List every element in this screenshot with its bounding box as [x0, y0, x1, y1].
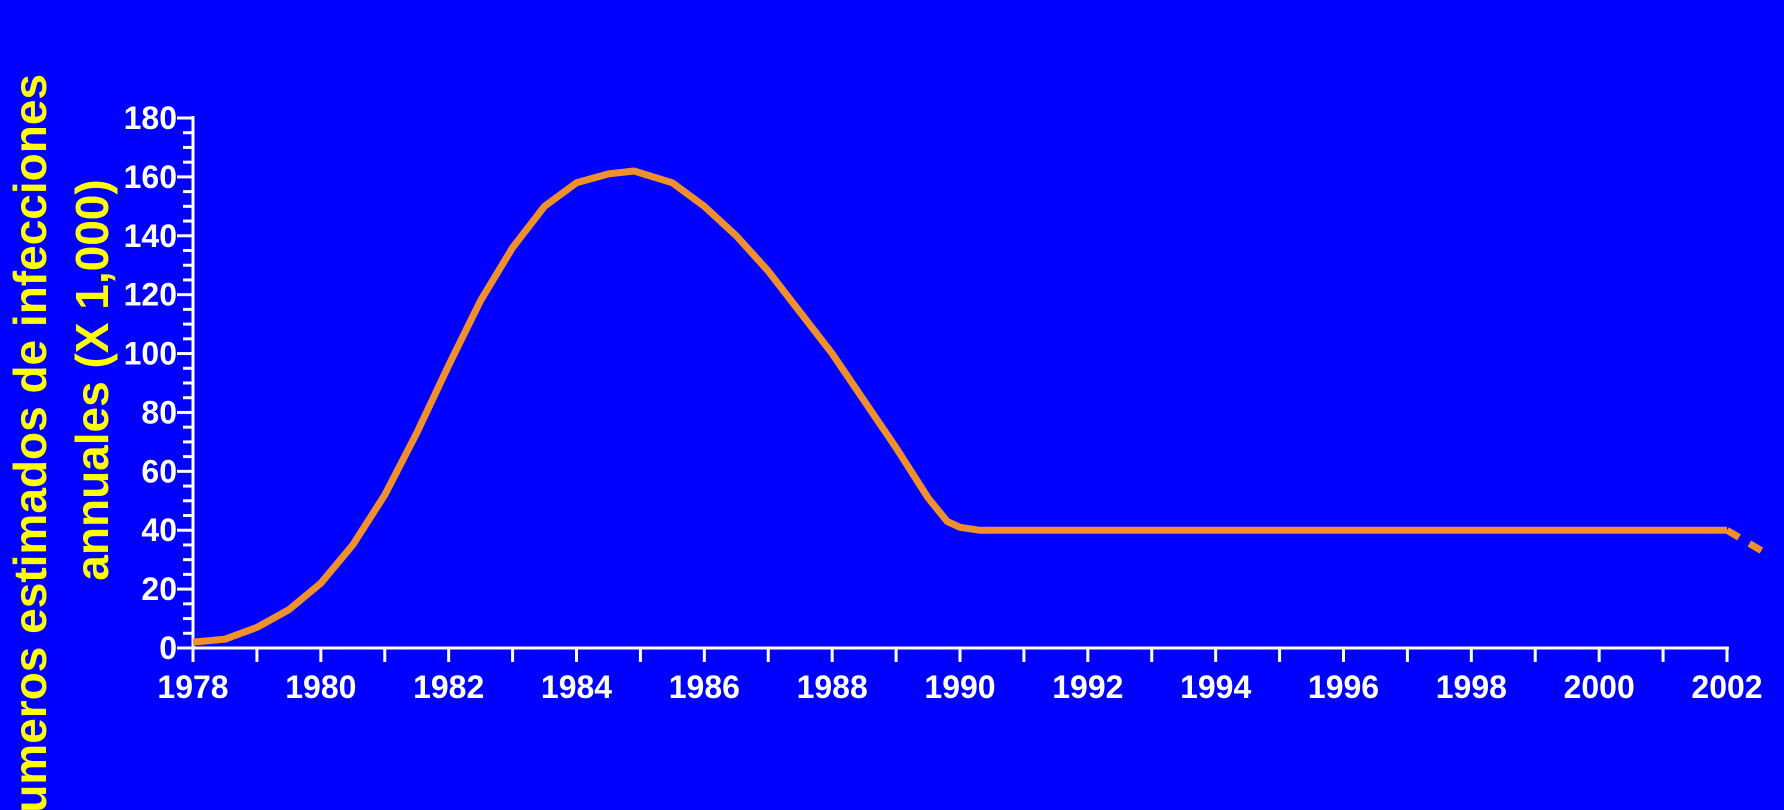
x-tick-label: 1978	[157, 669, 228, 705]
x-tick-label: 1990	[924, 669, 995, 705]
x-tick-label: 1982	[413, 669, 484, 705]
series-group	[193, 171, 1772, 642]
x-tick-label: 1984	[541, 669, 612, 705]
x-tick-label: 2000	[1564, 669, 1635, 705]
series-line	[193, 171, 1727, 642]
y-axis-label-line-1: Numeros estimados de infecciones	[4, 74, 56, 810]
x-tick-label: 1996	[1308, 669, 1379, 705]
y-tick-label: 20	[141, 571, 177, 607]
y-tick-label: 120	[124, 277, 177, 313]
y-tick-label: 80	[141, 394, 177, 430]
x-tick-label: 2002	[1691, 669, 1762, 705]
axes	[193, 116, 1729, 648]
y-tick-label: 180	[124, 100, 177, 136]
y-tick-label: 0	[159, 630, 177, 666]
x-tick-label: 1992	[1052, 669, 1123, 705]
series-line-projection	[1727, 530, 1772, 557]
y-axis-label: Numeros estimados de infecciones annuale…	[4, 74, 118, 810]
y-tick-label: 100	[124, 336, 177, 372]
y-tick-group: 0 20 40 60 80 100 120 140 160 180	[124, 100, 193, 666]
y-tick-label: 60	[141, 453, 177, 489]
x-tick-label: 1988	[797, 669, 868, 705]
y-axis-label-line-2: annuales (X 1,000)	[66, 179, 118, 580]
y-tick-label: 160	[124, 159, 177, 195]
y-tick-label: 40	[141, 512, 177, 548]
y-tick-label: 140	[124, 218, 177, 254]
x-tick-group: 1978 1980 1982 1984 1986 1988 1990 1992 1994 1996…	[157, 648, 1762, 705]
x-tick-label: 1998	[1436, 669, 1507, 705]
x-tick-label: 1986	[669, 669, 740, 705]
x-tick-label: 1994	[1180, 669, 1251, 705]
x-tick-label: 1980	[285, 669, 356, 705]
